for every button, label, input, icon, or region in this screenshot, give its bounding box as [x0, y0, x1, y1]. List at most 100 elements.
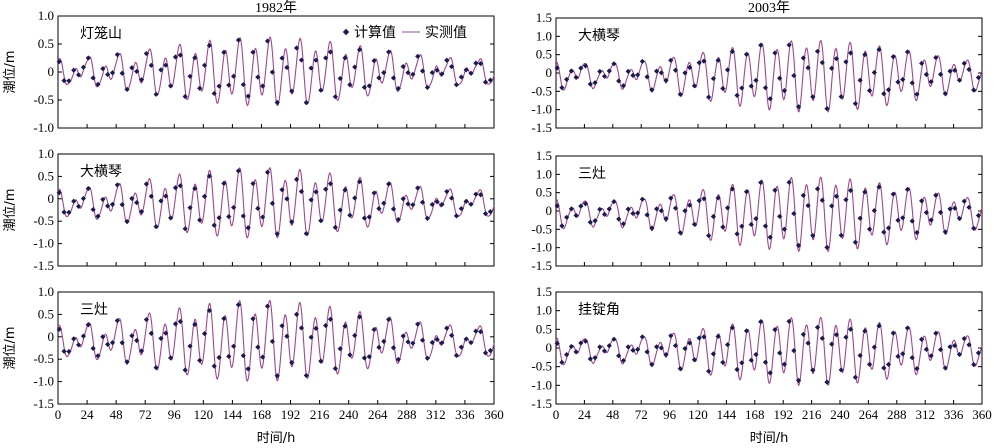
computed-point: [786, 42, 792, 48]
computed-point: [114, 318, 120, 324]
x-tick-label: 312: [426, 407, 446, 422]
computed-point: [289, 219, 295, 225]
computed-point: [956, 215, 963, 222]
computed-point: [616, 78, 622, 84]
computed-point: [578, 203, 584, 209]
computed-point: [327, 181, 334, 187]
computed-point: [187, 343, 193, 349]
x-tick-label: 72: [635, 407, 648, 422]
computed-point: [172, 54, 179, 60]
computed-point: [753, 351, 759, 358]
computed-point: [582, 338, 589, 344]
computed-point: [119, 201, 125, 208]
computed-point: [424, 355, 430, 361]
x-tick-label: 0: [55, 407, 62, 422]
computed-point: [682, 70, 688, 76]
computed-point: [293, 311, 300, 317]
computed-point: [890, 54, 896, 60]
x-tick-label: 240: [339, 407, 359, 422]
computed-point: [800, 192, 806, 198]
computed-point: [453, 82, 460, 88]
computed-point: [687, 340, 693, 346]
computed-point: [453, 352, 460, 359]
computed-point: [975, 212, 982, 219]
y-tick-label: -0.5: [531, 221, 552, 236]
computed-point: [444, 57, 450, 63]
computed-point: [487, 347, 493, 354]
computed-point: [100, 196, 106, 203]
computed-point: [138, 209, 145, 215]
computed-point: [269, 200, 275, 207]
computed-point: [177, 318, 183, 325]
computed-point: [658, 345, 664, 351]
computed-point: [611, 199, 617, 205]
computed-point: [578, 65, 584, 71]
x-tick-label: 360: [972, 407, 992, 422]
computed-point: [255, 74, 261, 80]
computed-point: [138, 77, 145, 83]
computed-point: [795, 377, 802, 383]
computed-point: [767, 234, 773, 240]
computed-point: [706, 94, 712, 100]
computed-point: [303, 372, 309, 379]
computed-point: [890, 330, 896, 336]
x-tick-label: 264: [859, 407, 879, 422]
measured-series-line: [57, 299, 495, 382]
computed-point: [630, 347, 636, 353]
computed-point: [289, 359, 295, 366]
computed-point: [975, 74, 982, 81]
computed-point: [795, 104, 802, 110]
computed-point: [129, 65, 135, 71]
computed-point: [405, 70, 411, 76]
computed-point: [56, 59, 62, 65]
computed-point: [611, 61, 617, 67]
computed-point: [192, 185, 198, 192]
computed-point: [444, 325, 450, 331]
computed-point: [786, 179, 792, 185]
computed-point: [356, 314, 363, 320]
y-axis-label: 潮位/m: [3, 188, 18, 231]
computed-point: [366, 83, 372, 89]
computed-point: [211, 222, 217, 228]
computed-point: [904, 49, 911, 55]
computed-point: [235, 168, 242, 174]
computed-point: [923, 71, 929, 78]
computed-point: [885, 225, 892, 231]
computed-point: [478, 329, 484, 335]
computed-point: [956, 351, 963, 358]
computed-point: [819, 335, 825, 341]
computed-point: [814, 186, 821, 192]
computed-point: [791, 72, 797, 79]
station-label: 挂锭角: [578, 302, 620, 318]
computed-point: [635, 346, 641, 352]
computed-point: [559, 85, 565, 91]
x-tick-label: 192: [281, 407, 301, 422]
computed-point: [819, 59, 825, 66]
column-title: 1982年: [255, 0, 297, 16]
column-title: 2003年: [748, 0, 790, 16]
computed-point: [80, 64, 87, 70]
x-tick-label: 216: [310, 407, 330, 422]
computed-point: [434, 336, 440, 343]
computed-point: [172, 321, 179, 327]
computed-point: [172, 185, 179, 191]
computed-point: [881, 365, 887, 371]
computed-point: [762, 223, 769, 229]
x-tick-label: 48: [606, 407, 619, 422]
computed-point: [644, 74, 650, 80]
computed-point: [332, 94, 338, 100]
computed-point: [852, 239, 858, 245]
computed-point: [644, 212, 650, 218]
computed-point: [129, 195, 135, 202]
computed-point: [61, 209, 67, 215]
computed-point: [168, 215, 174, 221]
computed-point: [192, 321, 198, 328]
computed-point: [260, 83, 266, 89]
computed-point: [434, 67, 440, 73]
computed-point: [109, 201, 116, 207]
computed-point: [777, 75, 783, 81]
computed-point: [424, 215, 430, 221]
computed-point: [933, 192, 939, 198]
computed-point: [105, 341, 111, 347]
